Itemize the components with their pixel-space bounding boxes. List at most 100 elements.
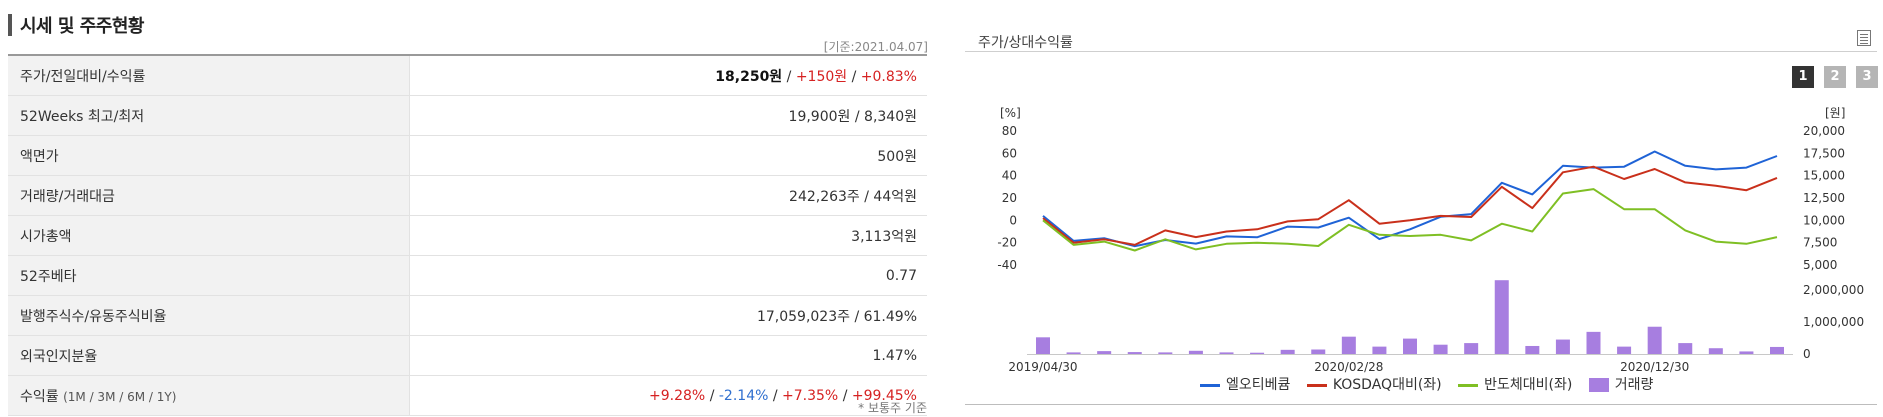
volume-bar <box>1127 352 1142 354</box>
left-axis-tick: 80 <box>1002 124 1017 138</box>
price-rate: +0.83% <box>860 68 917 85</box>
row-value: 0.77 <box>409 255 927 296</box>
volume-bar <box>1525 345 1540 354</box>
left-axis-tick: 40 <box>1002 169 1017 183</box>
table-row: 주가/전일대비/수익률 18,250원 / +150원 / +0.83% <box>8 55 927 96</box>
table-row: 거래량/거래대금 242,263주 / 44억원 <box>8 175 927 216</box>
legend-semi-swatch <box>1458 383 1479 387</box>
left-axis-tick: 20 <box>1002 191 1017 205</box>
row-label: 거래량/거래대금 <box>8 175 410 216</box>
volume-bar <box>1464 343 1479 354</box>
volume-bar <box>1097 351 1112 354</box>
row-label: 주가/전일대비/수익률 <box>8 55 410 96</box>
row-value: 500원 <box>409 135 927 176</box>
volume-bar <box>1403 338 1417 354</box>
return-6m: +7.35% <box>782 387 839 404</box>
legend-kosdaq-label: KOSDAQ대비(좌) <box>1332 377 1442 393</box>
separator: / <box>847 68 861 85</box>
section-title: 시세 및 주주현황 <box>20 16 144 37</box>
page-button-3[interactable]: 3 <box>1856 66 1878 88</box>
left-axis-unit: [%] <box>1000 106 1021 120</box>
divider <box>965 404 1877 405</box>
table-row: 발행주식수/유동주식비율 17,059,023주 / 61.49% <box>8 295 927 336</box>
row-label: 시가총액 <box>8 215 410 256</box>
legend-semi-label: 반도체대비(좌) <box>1484 377 1573 393</box>
volume-bar <box>1770 346 1784 354</box>
volume-bar <box>1158 352 1173 354</box>
divider <box>965 51 1877 52</box>
legend-kosdaq: KOSDAQ대비(좌) <box>1306 377 1442 393</box>
footnote: * 보통주 기준 <box>858 401 927 415</box>
return-periods: (1M / 3M / 6M / 1Y) <box>63 389 177 404</box>
volume-bar <box>1617 346 1632 354</box>
separator: / <box>782 68 796 85</box>
table-row: 외국인지분율 1.47% <box>8 335 927 376</box>
title-bar <box>8 14 12 36</box>
price-chart: [%] [원] 80 60 40 20 0 -20 -40 20,000 17,500 15,000 1… <box>997 106 1864 374</box>
right-axis-tick: 15,000 <box>1803 169 1845 183</box>
list-icon[interactable] <box>1857 30 1871 46</box>
volume-bar <box>1188 350 1203 354</box>
legend-semi: 반도체대비(좌) <box>1458 377 1572 393</box>
kosdaq-relative-line <box>1042 165 1778 246</box>
row-value: +9.28% / -2.14% / +7.35% / +99.45% <box>409 375 927 416</box>
left-axis-tick: 0 <box>1009 213 1017 227</box>
right-axis-tick: 12,500 <box>1803 191 1845 205</box>
table-row: 시가총액 3,113억원 <box>8 215 927 256</box>
volume-bar <box>1250 352 1265 354</box>
row-label: 발행주식수/유동주식비율 <box>8 295 410 336</box>
chart-section-title: 주가/상대수익률 <box>978 35 1073 51</box>
volume-bar <box>1066 352 1081 354</box>
volume-bar <box>1311 349 1326 354</box>
basis-date: [기준:2021.04.07] <box>823 40 928 54</box>
page-button-1[interactable]: 1 <box>1792 66 1814 88</box>
separator: / <box>768 387 783 404</box>
volume-bar <box>1433 344 1448 354</box>
row-label: 52Weeks 최고/최저 <box>8 95 410 136</box>
volume-bar <box>1036 337 1050 354</box>
right-axis-tick: 5,000 <box>1803 258 1837 272</box>
current-price: 18,250원 <box>715 68 783 85</box>
row-value: 242,263주 / 44억원 <box>409 175 927 216</box>
return-3m: -2.14% <box>718 387 769 404</box>
table-row: 액면가 500원 <box>8 135 927 176</box>
legend-kosdaq-swatch <box>1306 383 1327 387</box>
return-1y: +99.45% <box>851 387 917 404</box>
separator: / <box>705 387 719 404</box>
row-value: 17,059,023주 / 61.49% <box>409 295 927 336</box>
volume-bar <box>1494 280 1509 354</box>
price-info-table: 주가/전일대비/수익률 18,250원 / +150원 / +0.83% 52W… <box>8 54 927 416</box>
semiconductor-relative-line <box>1042 188 1778 252</box>
row-label: 외국인지분율 <box>8 335 410 376</box>
row-value: 1.47% <box>409 335 927 376</box>
page-button-2[interactable]: 2 <box>1824 66 1846 88</box>
left-axis-tick: 60 <box>1002 146 1017 160</box>
row-value: 19,900원 / 8,340원 <box>409 95 927 136</box>
legend-stock-label: 엘오티베큠 <box>1226 377 1291 393</box>
right-axis-unit: [원] <box>1825 106 1845 120</box>
table-row: 52주베타 0.77 <box>8 255 927 296</box>
volume-bar <box>1586 331 1601 354</box>
volume-bar <box>1219 352 1234 354</box>
left-axis-tick: -40 <box>997 258 1017 272</box>
right-axis-tick: 20,000 <box>1803 124 1845 138</box>
volume-bar <box>1280 349 1295 354</box>
stock-price-line <box>1042 150 1778 248</box>
legend-stock-swatch <box>1200 383 1220 387</box>
volume-axis-tick: 0 <box>1803 347 1811 361</box>
row-value: 18,250원 / +150원 / +0.83% <box>409 55 927 96</box>
x-axis-tick: 2019/04/30 <box>1008 360 1077 374</box>
legend-volume-swatch <box>1588 378 1609 392</box>
right-axis-tick: 17,500 <box>1803 146 1845 160</box>
volume-axis-tick: 2,000,000 <box>1803 283 1864 297</box>
volume-bar <box>1555 339 1570 354</box>
row-value: 3,113억원 <box>409 215 927 256</box>
table-row: 52Weeks 최고/최저 19,900원 / 8,340원 <box>8 95 927 136</box>
volume-bar <box>1708 348 1723 354</box>
separator: / <box>838 387 852 404</box>
row-label: 수익률 (1M / 3M / 6M / 1Y) <box>8 375 410 416</box>
right-axis-tick: 10,000 <box>1803 213 1845 227</box>
volume-bar <box>1678 343 1693 354</box>
x-axis-tick: 2020/02/28 <box>1314 360 1383 374</box>
volume-axis-tick: 1,000,000 <box>1803 315 1864 329</box>
